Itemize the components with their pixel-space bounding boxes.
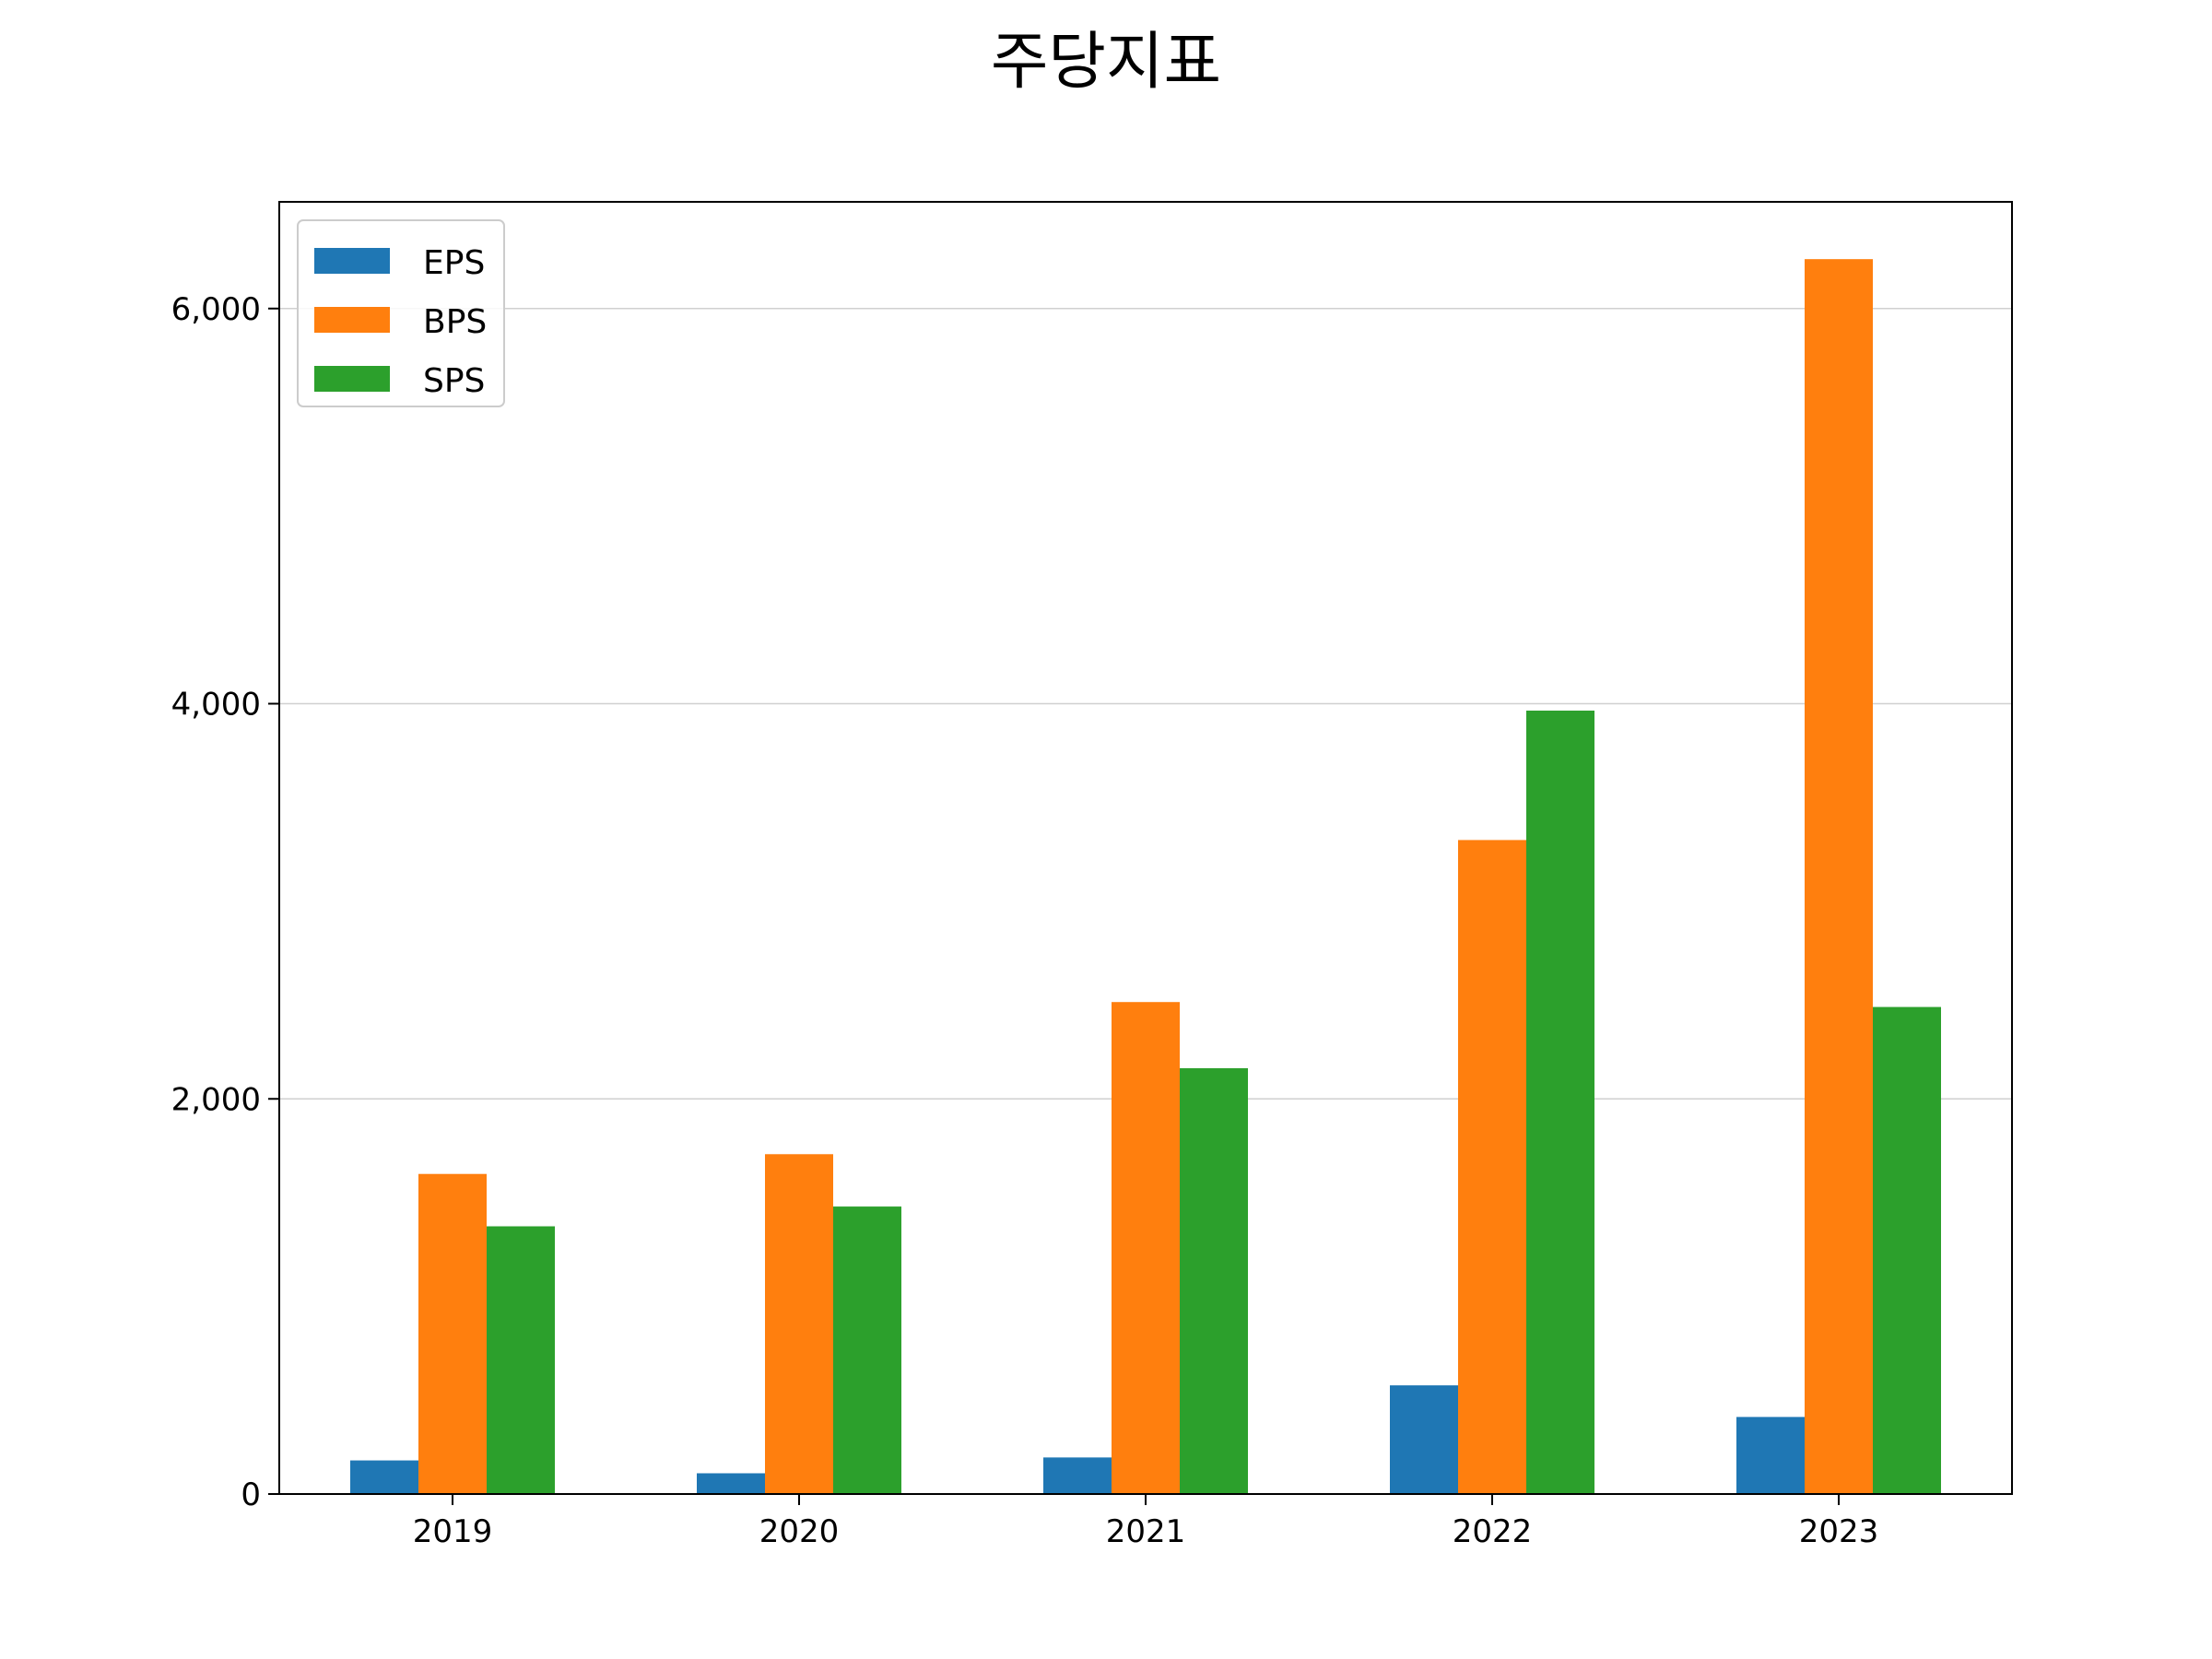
bar-eps-2023 [1736, 1417, 1805, 1494]
x-tick-label: 2021 [1106, 1513, 1186, 1550]
legend-swatch-sps [314, 366, 390, 392]
x-tick-label: 2019 [413, 1513, 493, 1550]
bar-eps-2021 [1043, 1457, 1112, 1494]
grid-lines [279, 308, 2012, 1100]
legend: EPS BPS SPS [297, 219, 505, 407]
bar-sps-2023 [1873, 1006, 1941, 1494]
y-tick-label: 6,000 [171, 291, 261, 328]
x-axis: 2019 2020 2021 2022 2023 [413, 1494, 1879, 1550]
bar-sps-2019 [487, 1226, 555, 1494]
y-tick-label: 4,000 [171, 687, 261, 724]
bar-eps-2020 [697, 1473, 765, 1494]
bar-bps-2019 [418, 1173, 487, 1494]
x-tick-label: 2023 [1799, 1513, 1879, 1550]
bars [350, 259, 1941, 1494]
bar-sps-2021 [1180, 1068, 1248, 1494]
x-tick-label: 2022 [1453, 1513, 1533, 1550]
legend-swatch-bps [314, 307, 390, 333]
y-tick-label: 0 [241, 1477, 261, 1513]
legend-label-eps: EPS [423, 244, 485, 282]
bar-eps-2022 [1390, 1385, 1458, 1494]
bar-bps-2023 [1805, 259, 1873, 1494]
legend-label-sps: SPS [423, 362, 485, 400]
x-tick-label: 2020 [759, 1513, 840, 1550]
legend-swatch-eps [314, 248, 390, 274]
bar-eps-2019 [350, 1460, 418, 1494]
bar-sps-2022 [1526, 711, 1594, 1494]
chart-title: 주당지표 [990, 26, 1222, 99]
bar-bps-2020 [765, 1154, 833, 1494]
y-axis: 0 2,000 4,000 6,000 [171, 291, 279, 1513]
bar-bps-2021 [1112, 1002, 1180, 1494]
bar-bps-2022 [1458, 840, 1526, 1494]
y-tick-label: 2,000 [171, 1081, 261, 1118]
bar-sps-2020 [833, 1206, 901, 1494]
legend-label-bps: BPS [423, 303, 487, 341]
